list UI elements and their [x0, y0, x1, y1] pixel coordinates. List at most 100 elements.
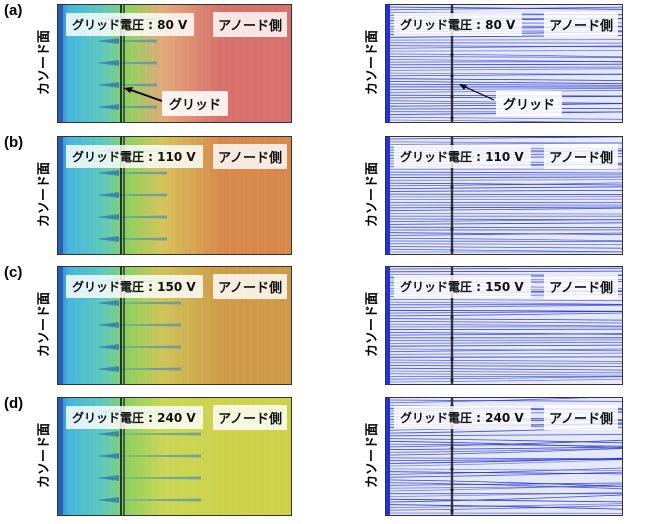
electron-trajectory [387, 232, 622, 236]
grid-field-streak [101, 432, 201, 436]
anode-side-label: アノード側 [544, 405, 618, 430]
grid-wire-node [450, 357, 454, 361]
electron-trajectory [387, 459, 622, 467]
grid-wire-node [450, 206, 454, 210]
grid-wire-node [450, 488, 454, 492]
grid-field-streak [101, 237, 167, 241]
potential-panel: グリッド電圧 : 150 V アノード側 [57, 266, 292, 385]
electron-trajectory [387, 301, 622, 305]
trajectory-panel: グリッド電圧 : 240 V アノード側 [385, 397, 623, 516]
grid-field-streak [101, 193, 167, 197]
electron-trajectory [387, 219, 622, 223]
electron-trajectory [387, 311, 622, 314]
electron-trajectory [387, 100, 622, 104]
electron-trajectory [387, 103, 622, 107]
grid-field-streak [101, 345, 181, 349]
anode-side-label: アノード側 [213, 274, 287, 299]
electron-trajectory [387, 373, 622, 376]
electron-trajectory [387, 6, 622, 10]
electron-trajectory [387, 344, 622, 347]
grid-field-streak [101, 476, 201, 480]
electron-trajectory [387, 78, 622, 81]
electron-trajectory [387, 119, 596, 122]
electron-trajectory [387, 176, 622, 178]
anode-side-label: アノード側 [213, 405, 287, 430]
electron-trajectory [387, 87, 622, 91]
grid-field-streak [97, 431, 119, 437]
anode-side-label: アノード側 [213, 12, 287, 37]
trajectory-panel: グリッド電圧 : 80 V アノード側 グリッド [385, 4, 623, 123]
electron-trajectory [387, 66, 622, 68]
electron-trajectory [387, 73, 622, 77]
potential-panel: グリッド電圧 : 80 V アノード側 グリッド [57, 4, 292, 123]
electron-trajectory [387, 365, 622, 367]
grid-field-streak [101, 105, 157, 109]
grid-field-streak [97, 366, 119, 372]
electron-trajectory [387, 482, 622, 486]
electron-trajectory [387, 56, 622, 58]
electron-trajectory [387, 352, 622, 355]
grid-voltage-label: グリッド電圧 : 110 V [394, 145, 531, 168]
electron-trajectory [387, 446, 622, 450]
grid-field-streak [97, 236, 119, 242]
electron-trajectory [387, 398, 591, 404]
grid-field-streak [101, 61, 157, 65]
electron-trajectory [387, 190, 622, 192]
grid-field-streak [101, 454, 201, 458]
electron-trajectory [387, 309, 622, 312]
cathode-edge [58, 398, 63, 515]
anode-side-label: アノード側 [213, 144, 287, 169]
trajectory-panel: グリッド電圧 : 150 V アノード側 [385, 266, 623, 385]
anode-side-label: アノード側 [544, 144, 618, 169]
electron-trajectory [387, 503, 622, 508]
cathode-label: カソード面 [36, 29, 52, 95]
electron-trajectory [387, 81, 622, 85]
grid-wire-node [450, 378, 454, 382]
electron-trajectory [387, 237, 622, 242]
electron-trajectory [387, 370, 622, 374]
cathode-edge [58, 5, 63, 122]
row-c: (c) カソード面 グリッド電圧 : 150 V アノード側 カソード面 グリッ… [0, 262, 654, 386]
electron-trajectory [387, 438, 622, 444]
grid-wire-node [450, 74, 454, 78]
electron-trajectory [387, 482, 622, 490]
electron-trajectory [387, 494, 622, 503]
electron-trajectory [387, 182, 622, 187]
potential-panel: グリッド電圧 : 240 V アノード側 [57, 397, 292, 516]
grid-field-streak [101, 215, 167, 219]
electron-trajectory [387, 447, 622, 453]
electron-trajectory [387, 440, 622, 448]
cathode-edge [386, 137, 390, 254]
row-label: (a) [4, 2, 23, 19]
electron-trajectory [387, 457, 622, 464]
grid-callout: グリッド [496, 91, 563, 116]
cathode-label: カソード面 [364, 29, 380, 95]
electron-trajectory [387, 479, 622, 487]
electron-trajectory [387, 116, 622, 120]
electron-trajectory [387, 137, 622, 140]
grid-callout: グリッド [162, 91, 229, 116]
grid-voltage-label: グリッド電圧 : 150 V [66, 275, 203, 298]
anode-side-label: アノード側 [544, 274, 618, 299]
electron-trajectory [387, 467, 622, 475]
grid-wire-node [450, 467, 454, 471]
electron-trajectory [387, 341, 622, 344]
grid-field-streak [97, 214, 119, 220]
cathode-label: カソード面 [364, 422, 380, 488]
electron-trajectory [387, 39, 622, 41]
electron-trajectory [387, 376, 622, 380]
grid-field-streak [101, 83, 157, 87]
grid-field-streak [101, 39, 157, 43]
electron-trajectory [387, 50, 622, 52]
electron-trajectory [387, 232, 622, 235]
grid-field-streak [101, 171, 167, 175]
electron-trajectory [387, 328, 622, 330]
electron-trajectory [387, 95, 622, 99]
grid-field-streak [97, 104, 119, 110]
electron-trajectory [387, 206, 622, 209]
grid-field-streak [101, 367, 181, 371]
electron-trajectory [387, 486, 622, 489]
potential-panel: グリッド電圧 : 110 V アノード側 [57, 136, 292, 255]
electron-trajectory [387, 83, 622, 86]
grid-field-streak [97, 38, 119, 44]
